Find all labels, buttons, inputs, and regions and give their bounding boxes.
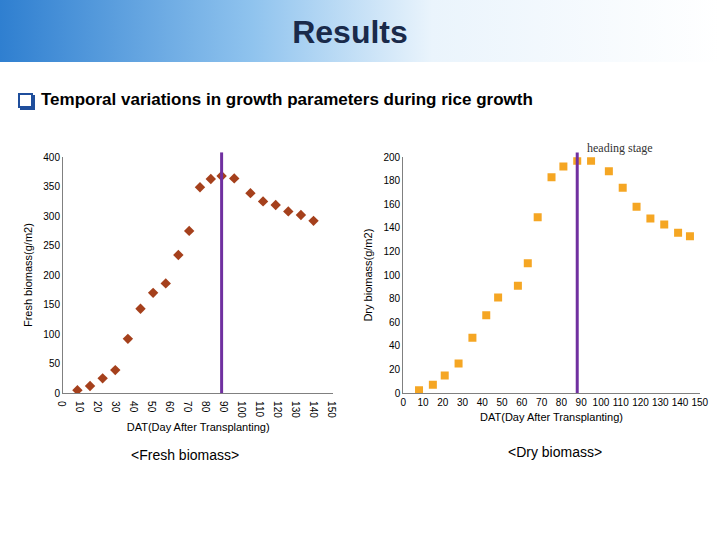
svg-text:250: 250 [43,240,60,251]
svg-text:Dry biomass(g/m2): Dry biomass(g/m2) [362,229,374,322]
svg-text:80: 80 [556,397,568,408]
svg-text:0: 0 [56,401,67,407]
svg-text:300: 300 [43,211,60,222]
svg-text:150: 150 [691,397,708,408]
html-text:Temporal variations in growth: Temporal variations in growth parameters… [41,90,533,109]
svg-text:10: 10 [74,401,85,413]
svg-text:70: 70 [536,397,548,408]
svg-text:20: 20 [92,401,103,413]
svg-text:110: 110 [613,397,629,408]
svg-text:140: 140 [672,397,689,408]
svg-text:140: 140 [308,401,319,418]
svg-text:20: 20 [389,364,401,375]
svg-text:30: 30 [457,397,469,408]
svg-text:Fresh biomass(g/m2): Fresh biomass(g/m2) [22,223,34,327]
svg-text:DAT(Day After Transplanting): DAT(Day After Transplanting) [127,421,270,433]
svg-text:90: 90 [218,401,229,413]
svg-text:DAT(Day After Transplanting): DAT(Day After Transplanting) [480,411,623,423]
svg-text:40: 40 [477,397,489,408]
svg-text:0: 0 [400,397,406,408]
svg-text:140: 140 [384,222,401,233]
svg-text:130: 130 [652,397,669,408]
svg-text:120: 120 [384,246,401,257]
svg-text:70: 70 [182,401,193,413]
svg-text:110: 110 [254,401,265,417]
svg-text:200: 200 [43,270,60,281]
svg-text:150: 150 [43,299,60,310]
svg-text:50: 50 [49,358,61,369]
svg-text:30: 30 [110,401,121,413]
svg-text:60: 60 [516,397,528,408]
svg-text:400: 400 [43,152,60,163]
svg-text:10: 10 [417,397,429,408]
svg-text:160: 160 [384,199,401,210]
svg-text:80: 80 [389,293,401,304]
svg-text:heading stage: heading stage [587,141,653,155]
svg-text:40: 40 [389,340,401,351]
svg-text:80: 80 [200,401,211,413]
svg-text:130: 130 [290,401,301,418]
svg-text:180: 180 [384,175,401,186]
svg-text:200: 200 [384,152,401,163]
svg-text:60: 60 [164,401,175,413]
svg-text:<Fresh biomass>: <Fresh biomass> [131,447,239,463]
svg-text:60: 60 [389,317,401,328]
svg-text:120: 120 [272,401,283,418]
svg-text:<Dry biomass>: <Dry biomass> [508,444,602,460]
svg-text:120: 120 [632,397,649,408]
svg-text:100: 100 [384,270,401,281]
svg-text:50: 50 [146,401,157,413]
html-text:Results: Results [292,14,408,50]
svg-text:40: 40 [128,401,139,413]
svg-text:20: 20 [437,397,449,408]
svg-text:100: 100 [43,329,60,340]
svg-text:50: 50 [497,397,509,408]
svg-text:0: 0 [395,388,401,399]
svg-text:100: 100 [593,397,610,408]
svg-text:0: 0 [54,388,60,399]
svg-text:150: 150 [326,401,337,418]
svg-text:350: 350 [43,181,60,192]
svg-text:90: 90 [576,397,588,408]
svg-text:100: 100 [236,401,247,418]
